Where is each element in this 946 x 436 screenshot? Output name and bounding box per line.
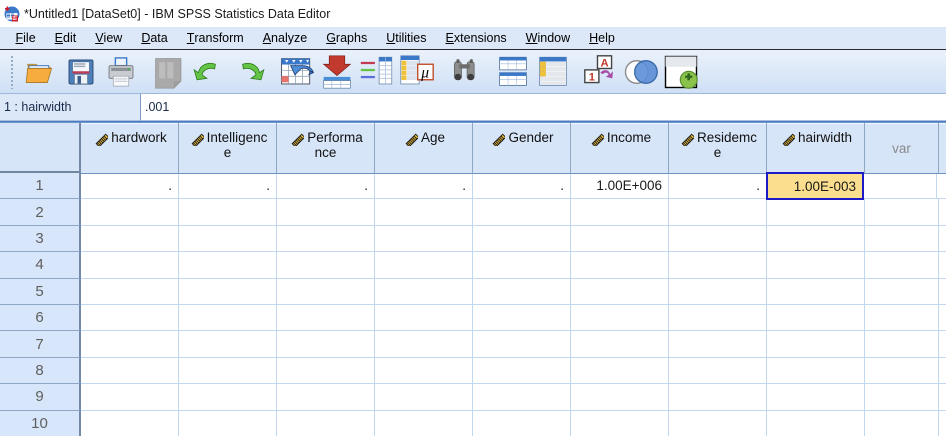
svg-text:1: 1 (589, 71, 595, 83)
svg-text:μ: μ (420, 64, 429, 81)
svg-text:A: A (600, 57, 608, 69)
